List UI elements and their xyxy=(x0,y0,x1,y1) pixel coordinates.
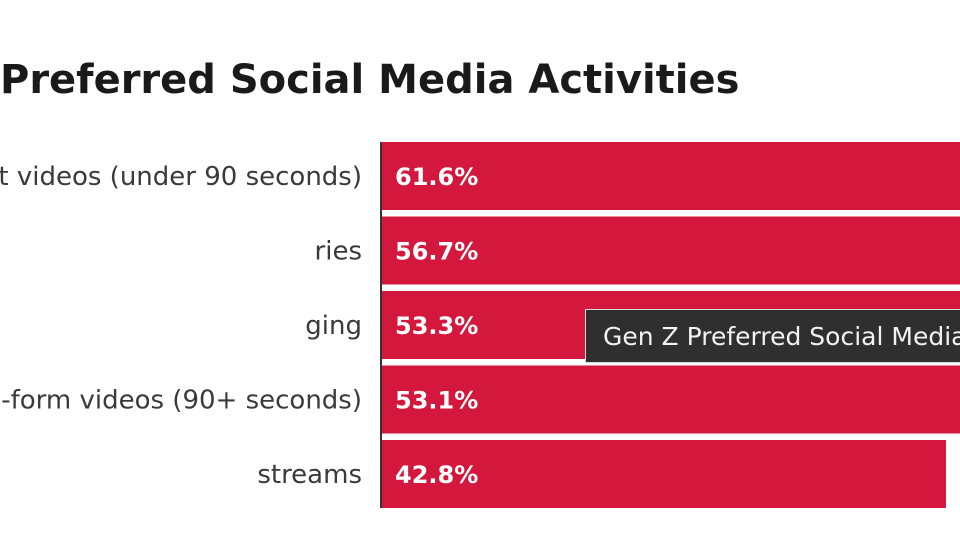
bar-1[interactable] xyxy=(381,142,960,210)
chart-title: Preferred Social Media Activities xyxy=(0,57,740,103)
category-label-4: g-form videos (90+ seconds) xyxy=(0,386,362,416)
category-label-5: streams xyxy=(257,460,362,490)
value-label-4: 53.1% xyxy=(395,387,478,415)
value-label-5: 42.8% xyxy=(395,461,478,489)
value-label-1: 61.6% xyxy=(395,163,478,191)
chart-tooltip: Gen Z Preferred Social Media Activities xyxy=(585,309,960,363)
bar-2[interactable] xyxy=(381,216,960,285)
bar-4[interactable] xyxy=(381,365,960,434)
category-label-2: ries xyxy=(315,237,362,267)
category-label-1: rt videos (under 90 seconds) xyxy=(0,162,362,192)
value-label-2: 56.7% xyxy=(395,238,478,266)
bar-5[interactable] xyxy=(381,440,946,508)
category-label-3: ging xyxy=(305,311,362,341)
value-label-3: 53.3% xyxy=(395,312,478,340)
